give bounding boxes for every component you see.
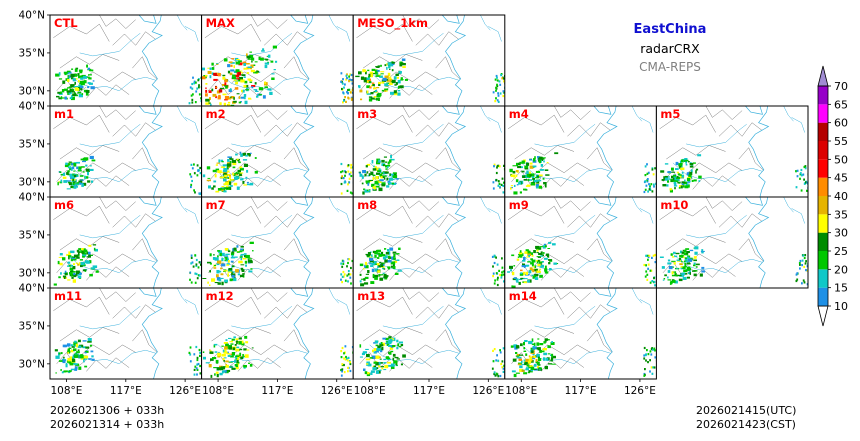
map-panel-m7: m7 <box>201 196 354 289</box>
lon-tick-label: 108°E <box>354 385 386 397</box>
lat-tick-label: 40°N <box>19 101 45 113</box>
panel-label: CTL <box>54 16 78 30</box>
colorbar-segment <box>818 214 828 233</box>
map-panel-m10: m10 <box>655 196 809 289</box>
colorbar-label: 50 <box>834 153 848 166</box>
panel-label: MAX <box>206 16 235 30</box>
colorbar-label: 20 <box>834 263 848 276</box>
valid-time-utc: 2026021415(UTC) <box>696 404 797 417</box>
colorbar-segment <box>818 269 828 288</box>
map-panel-meso-1km: MESO_1km <box>352 14 506 107</box>
lat-tick-label: 30°N <box>19 176 45 188</box>
init-time-cst: 2026021314 + 033h <box>50 418 165 431</box>
lat-tick-label: 30°N <box>19 358 45 370</box>
colorbar-under-arrow <box>817 305 829 327</box>
colorbar-label: 65 <box>834 98 848 111</box>
map-panel-ctl: CTL <box>49 14 203 107</box>
map-panel-m2: m2 <box>201 105 354 198</box>
lat-tick-label: 35°N <box>19 138 45 150</box>
colorbar-segment <box>818 122 828 141</box>
source-title: CMA-REPS <box>639 60 701 74</box>
panel-label: m12 <box>206 289 234 303</box>
map-panel-m3: m3 <box>352 105 506 198</box>
lon-tick-label: 117°E <box>261 385 293 397</box>
colorbar-label: 40 <box>834 190 848 203</box>
panel-label: m9 <box>509 198 529 212</box>
panel-label: m14 <box>509 289 537 303</box>
variable-title: radarCRX <box>640 41 700 56</box>
lat-tick-label: 30°N <box>19 267 45 279</box>
lat-tick-label: 40°N <box>19 192 45 204</box>
colorbar-segment <box>818 177 828 196</box>
colorbar-segment <box>818 232 828 251</box>
init-time-block: 2026021306 + 033h 2026021314 + 033h <box>50 404 164 432</box>
colorbar-label: 25 <box>834 245 848 258</box>
lon-tick-label: 117°E <box>110 385 142 397</box>
lat-tick-label: 40°N <box>19 283 45 295</box>
lon-tick-label: 117°E <box>413 385 445 397</box>
init-time-utc: 2026021306 + 033h <box>50 404 165 417</box>
colorbar-segment <box>818 86 828 105</box>
panel-label: m6 <box>54 198 74 212</box>
colorbar-segment <box>818 251 828 270</box>
lon-tick-label: 126°E <box>624 385 656 397</box>
lon-tick-label: 126°E <box>169 385 201 397</box>
map-panel-m12: m12 <box>201 287 354 380</box>
map-panel-m13: m13 <box>352 287 506 380</box>
panel-label: m10 <box>660 198 688 212</box>
map-panel-m6: m6 <box>49 196 203 289</box>
lat-tick-label: 30°N <box>19 85 45 97</box>
map-panel-m1: m1 <box>49 105 203 198</box>
valid-time-cst: 2026021423(CST) <box>696 418 796 431</box>
lat-tick-label: 40°N <box>19 10 45 22</box>
colorbar-label: 30 <box>834 227 848 240</box>
map-panel-max: MAX <box>201 14 354 107</box>
panel-label: m8 <box>357 198 377 212</box>
lon-tick-label: 126°E <box>472 385 504 397</box>
lon-tick-label: 126°E <box>321 385 353 397</box>
map-panel-m14: m14 <box>504 287 657 380</box>
colorbar-label: 70 <box>834 80 848 93</box>
lon-tick-label: 108°E <box>505 385 537 397</box>
lat-tick-label: 35°N <box>19 47 45 59</box>
panel-label: m3 <box>357 107 377 121</box>
colorbar-label: 15 <box>834 282 848 295</box>
lon-tick-label: 117°E <box>565 385 597 397</box>
colorbar-label: 10 <box>834 300 848 313</box>
map-panel-m9: m9 <box>504 196 657 289</box>
lat-tick-label: 35°N <box>19 320 45 332</box>
panel-label: m2 <box>206 107 226 121</box>
figure-title-block: EastChina radarCRX CMA-REPS <box>560 22 780 74</box>
lat-tick-label: 35°N <box>19 229 45 241</box>
lon-tick-label: 108°E <box>51 385 83 397</box>
colorbar-segment <box>818 287 828 306</box>
colorbar-label: 55 <box>834 135 848 148</box>
colorbar-segment <box>818 159 828 178</box>
panel-label: m7 <box>206 198 226 212</box>
panel-label: m11 <box>54 289 82 303</box>
region-title: EastChina <box>633 22 707 37</box>
map-panel-m8: m8 <box>352 196 506 289</box>
colorbar-segment <box>818 141 828 160</box>
panel-label: m4 <box>509 107 529 121</box>
panel-label: MESO_1km <box>357 16 428 31</box>
map-panel-m4: m4 <box>504 105 657 198</box>
panel-label: m5 <box>660 107 680 121</box>
colorbar-label: 35 <box>834 208 848 221</box>
colorbar-label: 60 <box>834 117 848 130</box>
map-panel-m11: m11 <box>49 287 203 380</box>
valid-time-block: 2026021415(UTC) 2026021423(CST) <box>696 404 796 432</box>
panel-label: m1 <box>54 107 74 121</box>
colorbar-segment <box>818 104 828 123</box>
map-panel-m5: m5 <box>655 105 809 198</box>
lon-tick-label: 108°E <box>202 385 234 397</box>
panel-label: m13 <box>357 289 385 303</box>
colorbar-over-arrow <box>817 65 829 87</box>
colorbar-segment <box>818 196 828 215</box>
colorbar-label: 45 <box>834 172 848 185</box>
